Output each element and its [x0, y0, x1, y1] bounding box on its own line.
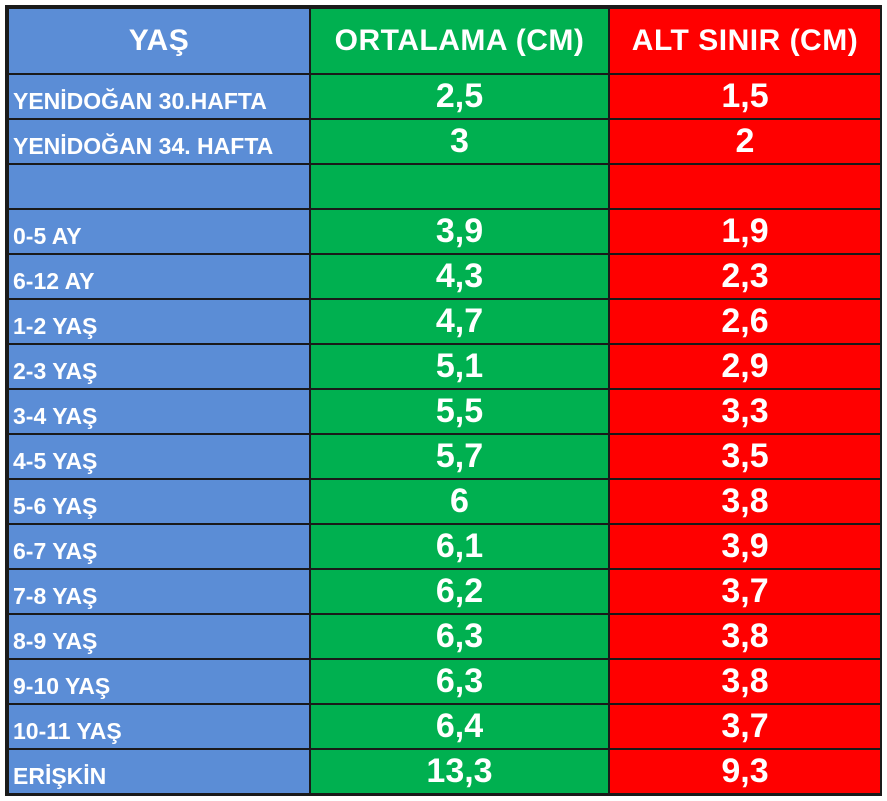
- table-row: 4-5 YAŞ 5,7 3,5: [7, 433, 882, 480]
- cell-lower-limit: 2,9: [608, 343, 882, 390]
- cell-average: 13,3: [309, 748, 610, 795]
- growth-table: YAŞ ORTALAMA (CM) ALT SINIR (CM) YENİDOĞ…: [7, 7, 882, 795]
- table-row: 8-9 YAŞ 6,3 3,8: [7, 613, 882, 660]
- header-average: ORTALAMA (CM): [309, 7, 610, 75]
- cell-average: 4,7: [309, 298, 610, 345]
- cell-lower-limit: 9,3: [608, 748, 882, 795]
- table-row: 0-5 AY 3,9 1,9: [7, 208, 882, 255]
- table-row: 10-11 YAŞ 6,4 3,7: [7, 703, 882, 750]
- cell-lower-limit: 2: [608, 118, 882, 165]
- cell-age: 4-5 YAŞ: [7, 433, 311, 480]
- cell-age: 2-3 YAŞ: [7, 343, 311, 390]
- table-row: 2-3 YAŞ 5,1 2,9: [7, 343, 882, 390]
- table-row: [7, 163, 882, 210]
- cell-age: 5-6 YAŞ: [7, 478, 311, 525]
- table-row: ERİŞKİN 13,3 9,3: [7, 748, 882, 795]
- cell-age: YENİDOĞAN 30.HAFTA: [7, 73, 311, 120]
- cell-lower-limit: 3,8: [608, 613, 882, 660]
- cell-average: 6,4: [309, 703, 610, 750]
- data-table-container: YAŞ ORTALAMA (CM) ALT SINIR (CM) YENİDOĞ…: [5, 5, 882, 796]
- cell-lower-limit: 3,9: [608, 523, 882, 570]
- cell-average: 3: [309, 118, 610, 165]
- table-row: YENİDOĞAN 34. HAFTA 3 2: [7, 118, 882, 165]
- cell-lower-limit: [608, 163, 882, 210]
- header-age: YAŞ: [7, 7, 311, 75]
- table-row: 6-12 AY 4,3 2,3: [7, 253, 882, 300]
- cell-average: 4,3: [309, 253, 610, 300]
- cell-age: [7, 163, 311, 210]
- header-lower-limit: ALT SINIR (CM): [608, 7, 882, 75]
- header-row: YAŞ ORTALAMA (CM) ALT SINIR (CM): [7, 7, 882, 75]
- cell-lower-limit: 3,3: [608, 388, 882, 435]
- cell-lower-limit: 3,7: [608, 703, 882, 750]
- cell-age: 3-4 YAŞ: [7, 388, 311, 435]
- cell-average: [309, 163, 610, 210]
- cell-age: 10-11 YAŞ: [7, 703, 311, 750]
- cell-lower-limit: 3,5: [608, 433, 882, 480]
- table-row: 9-10 YAŞ 6,3 3,8: [7, 658, 882, 705]
- cell-age: 6-12 AY: [7, 253, 311, 300]
- cell-lower-limit: 2,3: [608, 253, 882, 300]
- table-body: YENİDOĞAN 30.HAFTA 2,5 1,5 YENİDOĞAN 34. HA…: [7, 73, 882, 795]
- cell-age: 7-8 YAŞ: [7, 568, 311, 615]
- table-row: 1-2 YAŞ 4,7 2,6: [7, 298, 882, 345]
- cell-lower-limit: 2,6: [608, 298, 882, 345]
- cell-average: 5,1: [309, 343, 610, 390]
- cell-age: 1-2 YAŞ: [7, 298, 311, 345]
- cell-average: 3,9: [309, 208, 610, 255]
- cell-lower-limit: 3,8: [608, 658, 882, 705]
- cell-lower-limit: 1,9: [608, 208, 882, 255]
- cell-average: 5,5: [309, 388, 610, 435]
- cell-lower-limit: 3,8: [608, 478, 882, 525]
- table-row: 7-8 YAŞ 6,2 3,7: [7, 568, 882, 615]
- table-row: 5-6 YAŞ 6 3,8: [7, 478, 882, 525]
- cell-average: 6,1: [309, 523, 610, 570]
- cell-average: 6,3: [309, 658, 610, 705]
- cell-lower-limit: 3,7: [608, 568, 882, 615]
- cell-age: 8-9 YAŞ: [7, 613, 311, 660]
- table-row: 6-7 YAŞ 6,1 3,9: [7, 523, 882, 570]
- cell-age: 6-7 YAŞ: [7, 523, 311, 570]
- cell-average: 6,3: [309, 613, 610, 660]
- cell-lower-limit: 1,5: [608, 73, 882, 120]
- cell-age: ERİŞKİN: [7, 748, 311, 795]
- cell-average: 6: [309, 478, 610, 525]
- cell-average: 2,5: [309, 73, 610, 120]
- cell-age: YENİDOĞAN 34. HAFTA: [7, 118, 311, 165]
- cell-average: 5,7: [309, 433, 610, 480]
- cell-age: 9-10 YAŞ: [7, 658, 311, 705]
- cell-age: 0-5 AY: [7, 208, 311, 255]
- table-row: YENİDOĞAN 30.HAFTA 2,5 1,5: [7, 73, 882, 120]
- table-row: 3-4 YAŞ 5,5 3,3: [7, 388, 882, 435]
- cell-average: 6,2: [309, 568, 610, 615]
